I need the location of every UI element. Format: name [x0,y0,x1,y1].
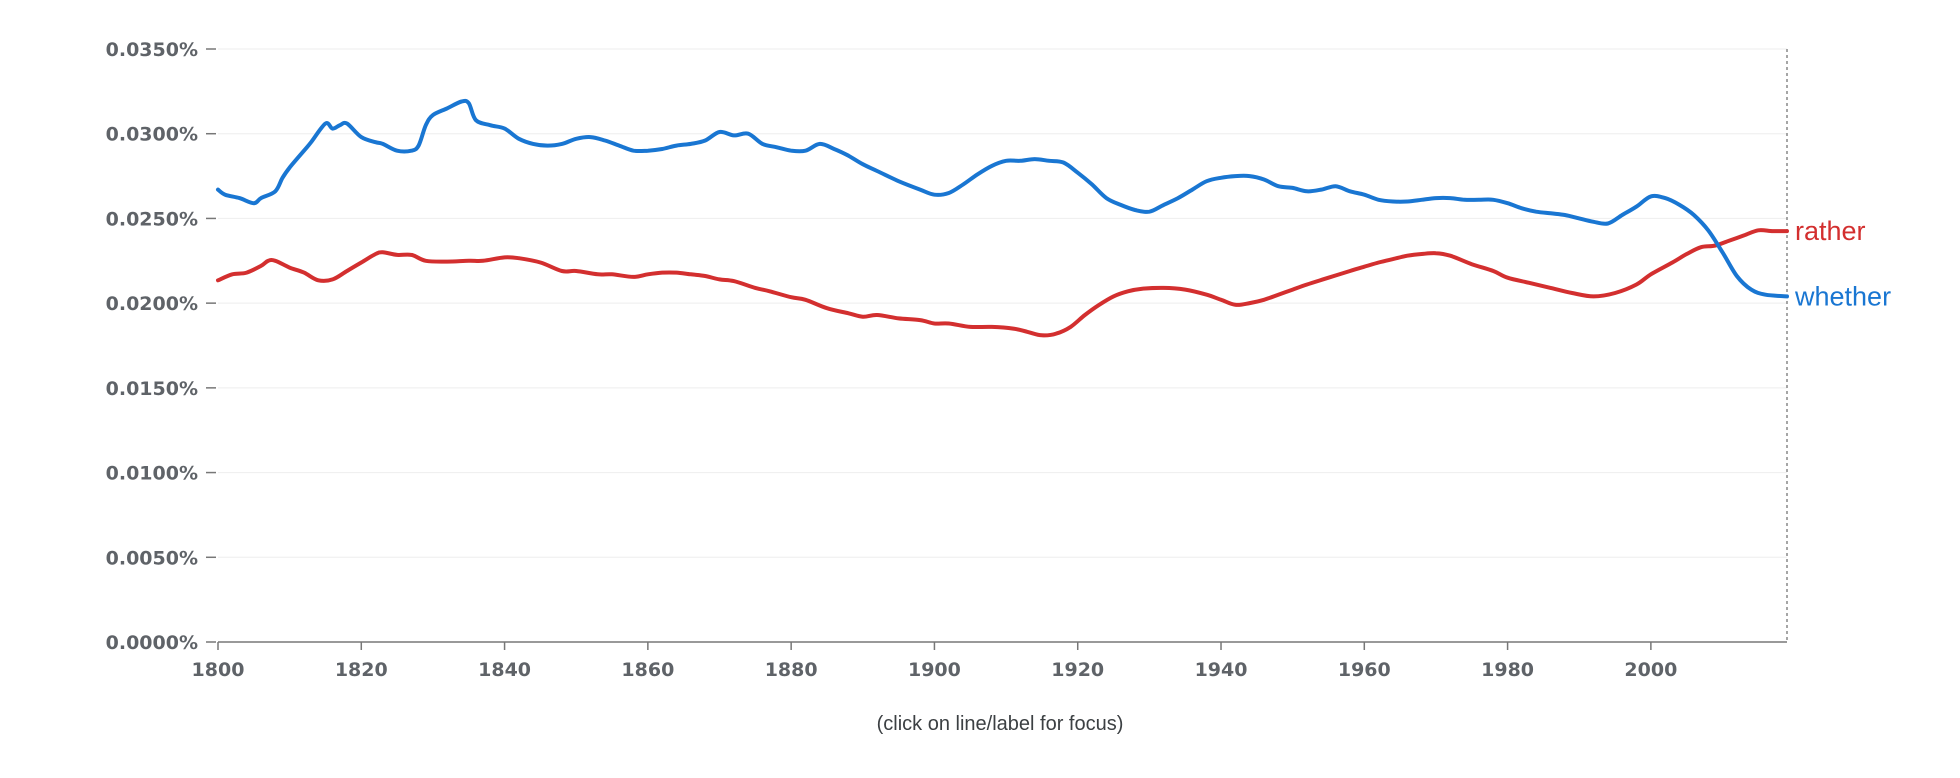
x-tick-label: 1940 [1195,659,1248,681]
series-line-rather[interactable] [216,228,1789,338]
x-tick-label: 1840 [478,659,531,681]
y-tick-label: 0.0100% [106,463,198,485]
x-tick-label: 1800 [192,659,245,681]
x-tick-label: 1920 [1051,659,1104,681]
x-tick-label: 1900 [908,659,961,681]
x-axis: 1800 1820 1840 1860 1880 1900 1920 1940 1960 1980… [192,641,1787,681]
grid-lines [218,48,1787,558]
series-labels: rather whether [1794,216,1891,311]
y-tick-label: 0.0150% [106,378,198,400]
series-line-whether[interactable] [216,98,1789,299]
x-tick-label: 1880 [765,659,818,681]
x-tick-label: 1980 [1481,659,1534,681]
x-tick-label: 2000 [1624,659,1677,681]
series-lines [216,98,1789,338]
x-tick-label: 1860 [621,659,674,681]
y-axis: 0.0000% 0.0050% 0.0100% 0.0150% 0.0200% 0.025… [106,39,216,654]
y-tick-label: 0.0200% [106,293,198,315]
y-tick-label: 0.0350% [106,39,198,61]
series-label-whether[interactable]: whether [1794,281,1891,311]
y-tick-label: 0.0250% [106,208,198,230]
chart-caption: (click on line/label for focus) [877,713,1124,735]
x-tick-label: 1820 [335,659,388,681]
y-tick-label: 0.0050% [106,547,198,569]
series-label-rather[interactable]: rather [1795,216,1866,246]
x-tick-label: 1960 [1338,659,1391,681]
y-tick-label: 0.0300% [106,124,198,146]
y-tick-label: 0.0000% [106,632,198,654]
